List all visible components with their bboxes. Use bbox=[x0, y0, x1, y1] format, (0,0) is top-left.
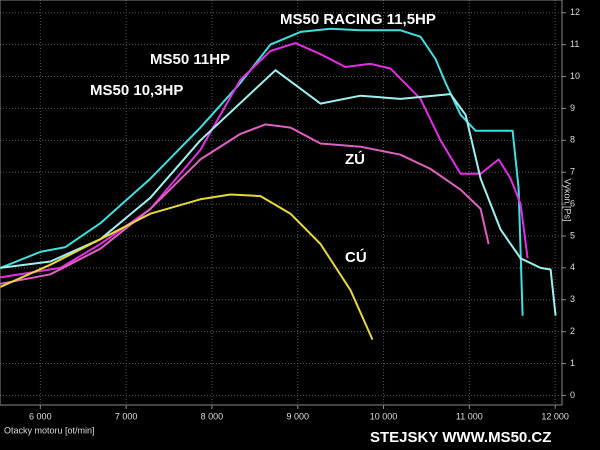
x-tick-label: 11 000 bbox=[456, 411, 483, 421]
series-label: ZÚ bbox=[345, 150, 365, 168]
x-tick-label: 7 000 bbox=[115, 411, 138, 421]
x-tick-label: 6 000 bbox=[29, 411, 52, 421]
y-tick-label: 8 bbox=[570, 135, 575, 145]
x-tick-label: 8 000 bbox=[201, 411, 224, 421]
series-line bbox=[0, 27, 524, 316]
x-axis-label: Otacky motoru [ot/min] bbox=[4, 425, 95, 435]
y-tick-label: 4 bbox=[570, 262, 575, 272]
y-axis-label: Výkon [Ps] bbox=[563, 178, 573, 221]
y-tick-label: 12 bbox=[570, 7, 580, 17]
y-tick-label: 10 bbox=[570, 71, 580, 81]
y-tick-label: 1 bbox=[570, 358, 575, 368]
y-tick-label: 7 bbox=[570, 167, 575, 177]
series-line bbox=[0, 69, 557, 316]
footer: STEJSKY WWW.MS50.CZ bbox=[370, 429, 551, 446]
y-tick-label: 9 bbox=[570, 103, 575, 113]
plot-border bbox=[0, 0, 563, 406]
series-line bbox=[0, 123, 490, 285]
y-tick-label: 2 bbox=[570, 326, 575, 336]
series-line bbox=[0, 42, 529, 279]
series-line bbox=[0, 193, 374, 341]
y-tick-label: 5 bbox=[570, 230, 575, 240]
series-label: MS50 11HP bbox=[150, 51, 230, 68]
y-tick-label: 3 bbox=[570, 294, 575, 304]
series-label: MS50 10,3HP bbox=[90, 82, 183, 99]
x-tick-label: 9 000 bbox=[286, 411, 309, 421]
y-tick-label: 11 bbox=[570, 39, 579, 49]
x-tick-label: 12 000 bbox=[541, 411, 569, 421]
series-label: MS50 RACING 11,5HP bbox=[280, 11, 436, 28]
y-tick-label: 6 bbox=[570, 198, 575, 208]
y-tick-label: 0 bbox=[570, 390, 575, 400]
series-label: CÚ bbox=[345, 248, 367, 266]
x-tick-label: 10 000 bbox=[370, 411, 398, 421]
